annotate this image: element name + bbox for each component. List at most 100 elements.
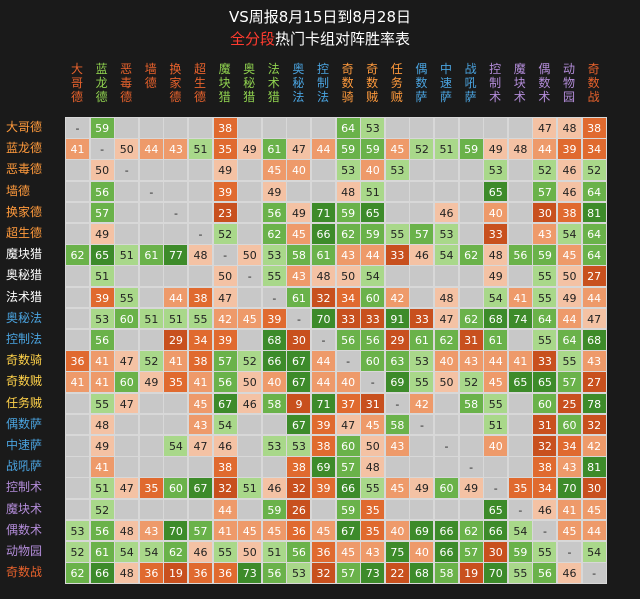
heatmap-cell: 44 <box>311 371 337 394</box>
subtitle-highlight: 全分段 <box>229 30 275 48</box>
heatmap-cell: 43 <box>188 413 214 436</box>
heatmap-cell: 49 <box>557 286 583 309</box>
heatmap-cell <box>434 265 460 288</box>
heatmap-cell: 52 <box>237 350 263 372</box>
heatmap-cell <box>163 392 189 415</box>
heatmap-cell: 47 <box>114 477 140 500</box>
heatmap-cell: 55 <box>557 350 583 372</box>
heatmap-cell: - <box>581 562 607 584</box>
heatmap-cell: 47 <box>114 392 140 415</box>
heatmap-cell: 41 <box>507 286 533 309</box>
column-header: 大 哥 德 <box>70 62 83 104</box>
heatmap-cell: 50 <box>360 435 386 457</box>
heatmap-cell: 60 <box>532 392 558 415</box>
heatmap-cell: 36 <box>286 519 312 542</box>
heatmap-cell: 52 <box>212 223 238 245</box>
heatmap-cell: 46 <box>532 498 558 521</box>
heatmap-cell: 58 <box>384 413 410 436</box>
column-header: 控 制 术 <box>489 62 502 104</box>
heatmap-cell: 38 <box>212 456 238 478</box>
heatmap-cell: 46 <box>212 435 238 457</box>
heatmap-cell: 48 <box>188 244 214 266</box>
heatmap-cell: 58 <box>458 392 484 415</box>
heatmap-cell: 45 <box>384 138 410 160</box>
heatmap-cell <box>65 435 91 457</box>
heatmap-cell: 30 <box>483 541 509 563</box>
heatmap-cell: 70 <box>557 477 583 500</box>
heatmap-cell: 46 <box>557 180 583 203</box>
heatmap-cell: 35 <box>360 519 386 542</box>
heatmap-cell <box>163 180 189 203</box>
heatmap-cell <box>188 456 214 478</box>
heatmap-cell: 46 <box>261 477 287 500</box>
column-header: 奇 数 战 <box>587 62 600 104</box>
heatmap-cell: 51 <box>237 477 263 500</box>
heatmap-cell: 45 <box>581 498 607 521</box>
heatmap-cell <box>507 392 533 415</box>
heatmap-cell: 49 <box>483 265 509 288</box>
heatmap-cell: 41 <box>89 456 115 478</box>
heatmap-cell: 56 <box>335 329 361 351</box>
heatmap-cell: 35 <box>163 371 189 394</box>
heatmap-cell <box>65 329 91 351</box>
heatmap-cell: 56 <box>507 244 533 266</box>
heatmap-cell <box>286 117 312 139</box>
heatmap-cell: 43 <box>286 265 312 288</box>
column-header: 战 吼 萨 <box>464 62 477 104</box>
heatmap-cell: 53 <box>261 244 287 266</box>
heatmap-cell <box>434 117 460 139</box>
heatmap-cell: 59 <box>360 138 386 160</box>
heatmap-cell: 81 <box>581 201 607 224</box>
heatmap-cell: 45 <box>237 307 263 330</box>
heatmap-cell: 42 <box>384 286 410 309</box>
heatmap-cell: 50 <box>237 371 263 394</box>
heatmap-cell <box>458 265 484 288</box>
heatmap-cell: - <box>335 350 361 372</box>
row-header: 战吼萨 <box>6 459 43 474</box>
heatmap-cell <box>311 498 337 521</box>
heatmap-cell <box>261 413 287 436</box>
heatmap-cell <box>384 265 410 288</box>
heatmap-cell <box>507 435 533 457</box>
heatmap-cell: 43 <box>335 244 361 266</box>
heatmap-cell: 68 <box>261 329 287 351</box>
heatmap-cell: 33 <box>384 244 410 266</box>
heatmap-cell: 59 <box>507 541 533 563</box>
heatmap-cell: 48 <box>360 456 386 478</box>
heatmap-cell <box>458 498 484 521</box>
heatmap-cell: 38 <box>532 456 558 478</box>
heatmap-cell: 47 <box>335 413 361 436</box>
heatmap-cell: 91 <box>384 307 410 330</box>
heatmap-cell: 32 <box>581 413 607 436</box>
row-header: 魔块猎 <box>6 247 43 262</box>
heatmap-cell: 62 <box>458 519 484 542</box>
heatmap-cell <box>507 117 533 139</box>
heatmap-cell: 55 <box>384 223 410 245</box>
heatmap-cell: 35 <box>212 138 238 160</box>
heatmap-cell: 45 <box>237 519 263 542</box>
heatmap-cell <box>163 265 189 288</box>
heatmap-cell: 50 <box>237 541 263 563</box>
heatmap-cell: 50 <box>89 159 115 182</box>
heatmap-cell: 45 <box>188 392 214 415</box>
heatmap-cell: 51 <box>188 138 214 160</box>
heatmap-cell: 64 <box>581 223 607 245</box>
heatmap-cell: 61 <box>286 286 312 309</box>
heatmap-cell: 27 <box>581 265 607 288</box>
heatmap-cell: 65 <box>483 180 509 203</box>
heatmap-cell <box>114 435 140 457</box>
heatmap-cell: 68 <box>483 307 509 330</box>
heatmap-cell: 65 <box>507 371 533 394</box>
heatmap-cell: 39 <box>212 329 238 351</box>
heatmap-cell: 67 <box>286 413 312 436</box>
row-header: 偶数萨 <box>6 416 43 431</box>
heatmap-cell: 51 <box>261 541 287 563</box>
heatmap-cell: 55 <box>532 541 558 563</box>
column-header: 中 速 萨 <box>439 62 452 104</box>
heatmap-cell: - <box>311 329 337 351</box>
heatmap-cell <box>188 159 214 182</box>
heatmap-cell: 49 <box>89 435 115 457</box>
heatmap-cell: 39 <box>261 307 287 330</box>
heatmap-cell: 41 <box>188 371 214 394</box>
heatmap-cell <box>237 117 263 139</box>
